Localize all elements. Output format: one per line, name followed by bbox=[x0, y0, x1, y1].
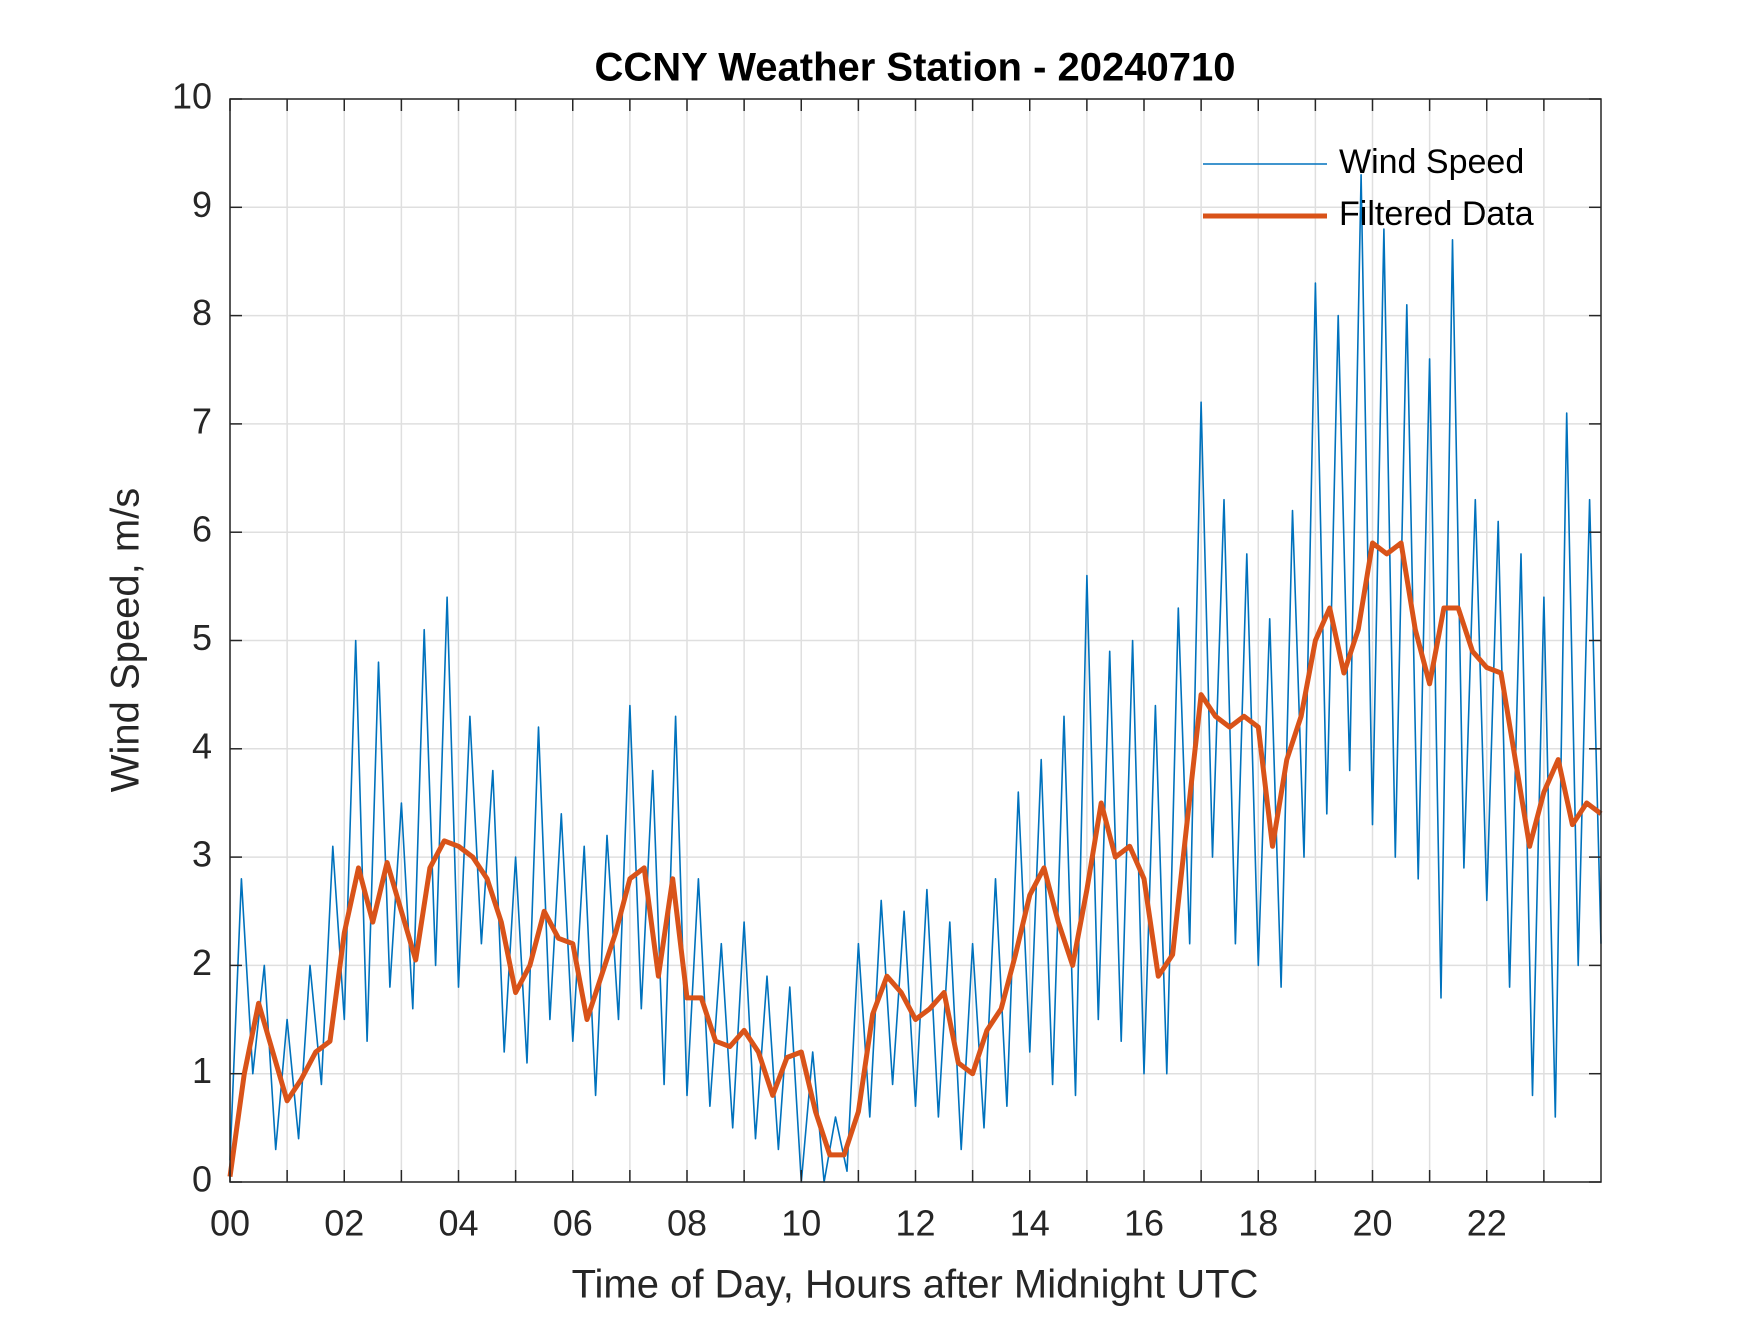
x-tick-label: 18 bbox=[1238, 1203, 1278, 1244]
y-tick-label: 10 bbox=[172, 76, 212, 117]
y-tick-label: 9 bbox=[192, 184, 212, 225]
y-tick-label: 5 bbox=[192, 617, 212, 658]
y-tick-label: 4 bbox=[192, 725, 212, 766]
data-line bbox=[227, 540, 1603, 1177]
y-tick-label: 8 bbox=[192, 292, 212, 333]
chart-title: CCNY Weather Station - 20240710 bbox=[595, 46, 1236, 90]
y-tick-label: 6 bbox=[192, 509, 212, 550]
legend-label: Wind Speed bbox=[1339, 143, 1524, 181]
x-tick-label: 00 bbox=[210, 1203, 250, 1244]
y-axis-title: Wind Speed, m/s bbox=[104, 488, 148, 793]
y-tick-label: 7 bbox=[192, 400, 212, 441]
x-tick-label: 12 bbox=[895, 1203, 935, 1244]
x-tick-label: 02 bbox=[324, 1203, 364, 1244]
legend-label: Filtered Data bbox=[1339, 195, 1534, 233]
x-tick-label: 14 bbox=[1010, 1203, 1050, 1244]
x-tick-label: 22 bbox=[1467, 1203, 1507, 1244]
x-tick-label: 08 bbox=[667, 1203, 707, 1244]
y-tick-label: 2 bbox=[192, 942, 212, 983]
y-tick-label: 3 bbox=[192, 834, 212, 875]
y-tick-label: 1 bbox=[192, 1050, 212, 1091]
y-tick-label: 0 bbox=[192, 1159, 212, 1200]
x-tick-label: 16 bbox=[1124, 1203, 1164, 1244]
data-line bbox=[229, 174, 1602, 1183]
x-tick-label: 10 bbox=[781, 1203, 821, 1244]
x-tick-label: 20 bbox=[1352, 1203, 1392, 1244]
x-tick-label: 06 bbox=[553, 1203, 593, 1244]
x-tick-label: 04 bbox=[438, 1203, 478, 1244]
x-axis-title: Time of Day, Hours after Midnight UTC bbox=[572, 1263, 1259, 1307]
